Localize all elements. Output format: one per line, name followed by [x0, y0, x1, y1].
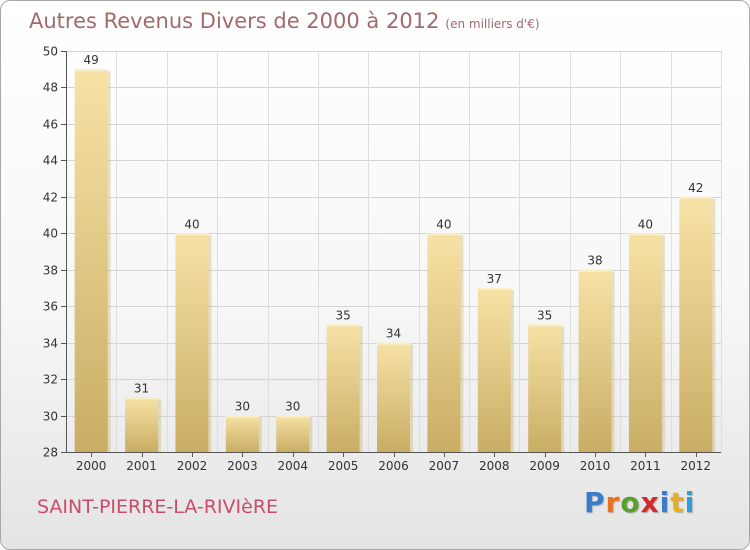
data-label: 38 — [587, 254, 602, 268]
bar-highlight — [377, 342, 410, 345]
bar — [528, 324, 562, 452]
bar — [679, 196, 713, 452]
bar-highlight — [125, 397, 159, 400]
bar-highlight — [276, 415, 310, 418]
data-label: 42 — [688, 181, 703, 195]
bar — [377, 342, 410, 452]
logo-letter: P — [584, 486, 606, 519]
y-tick-label: 32 — [43, 373, 58, 387]
data-label: 40 — [436, 217, 451, 231]
data-label: 34 — [386, 327, 401, 341]
logo-letter: t — [670, 486, 685, 519]
proxiti-logo: Proxiti — [584, 486, 695, 519]
x-tick-label: 2004 — [277, 459, 308, 473]
x-tick-label: 2003 — [227, 459, 258, 473]
bar-highlight — [477, 287, 511, 290]
data-label: 40 — [638, 217, 653, 231]
data-label: 31 — [134, 381, 149, 395]
y-tick-label: 40 — [43, 227, 58, 241]
axes: 28 30 32 34 36 38 40 42 44 46 48 50 — [43, 45, 721, 460]
y-tick-label: 46 — [43, 118, 58, 132]
bar — [427, 233, 461, 452]
bar-highlight — [427, 233, 461, 236]
x-tick-label: 2007 — [429, 459, 460, 473]
bar — [477, 287, 511, 452]
x-tick-label: 2001 — [126, 459, 157, 473]
bars — [74, 69, 716, 453]
data-label: 35 — [537, 308, 552, 322]
y-tick-label: 48 — [43, 81, 58, 95]
x-tick-label: 2000 — [76, 459, 107, 473]
y-tick-label: 38 — [43, 264, 58, 278]
bar-highlight — [74, 69, 108, 72]
logo-letter: i — [659, 486, 671, 519]
bar — [628, 233, 662, 452]
x-tick-label: 2012 — [681, 459, 712, 473]
bar — [578, 269, 612, 452]
chart-subtitle: (en milliers d'€) — [445, 17, 540, 31]
x-tick-label: 2002 — [177, 459, 208, 473]
y-tick-label: 44 — [43, 154, 58, 168]
x-tick-label: 2005 — [328, 459, 359, 473]
bar — [74, 69, 108, 453]
x-tick-label: 2010 — [580, 459, 611, 473]
logo-letter: o — [620, 486, 641, 519]
x-tick-label: 2006 — [378, 459, 409, 473]
chart-title-text: Autres Revenus Divers de 2000 à 2012 — [29, 9, 440, 33]
y-tick-label: 34 — [43, 337, 58, 351]
data-label: 37 — [487, 272, 502, 286]
bar-highlight — [528, 324, 562, 327]
data-label: 49 — [84, 53, 99, 67]
y-tick-label: 42 — [43, 191, 58, 205]
chart-title: Autres Revenus Divers de 2000 à 2012 (en … — [29, 9, 540, 33]
bar — [326, 324, 360, 452]
bar — [175, 233, 209, 452]
y-tick-label: 28 — [43, 446, 58, 460]
y-tick-label: 36 — [43, 300, 58, 314]
x-tick-label: 2011 — [630, 459, 661, 473]
bar-highlight — [679, 196, 713, 199]
bar-highlight — [578, 269, 612, 272]
y-tick-label: 30 — [43, 410, 58, 424]
labels: 49 2000 31 2001 40 2002 30 2003 30 2004 35 2005 34 20… — [76, 53, 711, 473]
bar-highlight — [175, 233, 209, 236]
bar-highlight — [326, 324, 360, 327]
data-label: 30 — [285, 400, 300, 414]
data-label: 30 — [235, 400, 250, 414]
logo-letter: r — [605, 486, 621, 519]
bar — [276, 415, 310, 452]
bar — [225, 415, 259, 452]
bar-highlight — [628, 233, 662, 236]
y-tick-label: 50 — [43, 45, 58, 59]
bar — [125, 397, 159, 452]
logo-letter: x — [640, 486, 660, 519]
data-label: 40 — [184, 217, 199, 231]
data-label: 35 — [335, 308, 350, 322]
bar-highlight — [225, 415, 259, 418]
x-tick-label: 2009 — [529, 459, 560, 473]
city-name: SAINT-PIERRE-LA-RIVIèRE — [37, 496, 279, 518]
x-tick-label: 2008 — [479, 459, 510, 473]
logo-letter: i — [684, 486, 696, 519]
